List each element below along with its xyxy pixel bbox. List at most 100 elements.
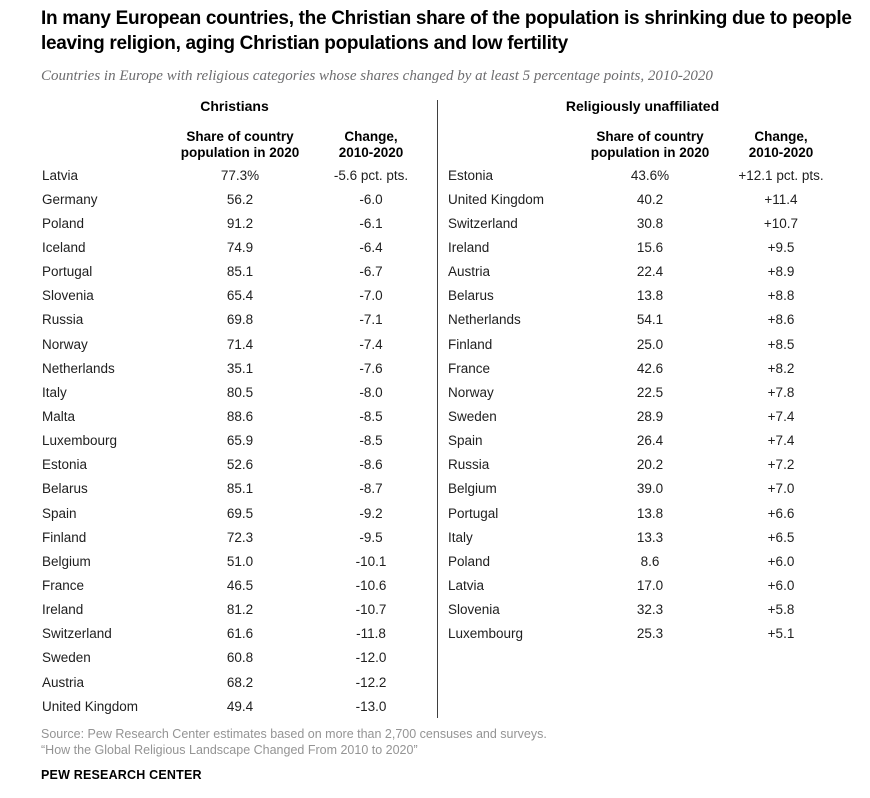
cell-share: 85.1: [226, 264, 254, 280]
table-row: Portugal 85.1 -6.7: [42, 260, 427, 284]
table-row: Luxembourg 25.3 +5.1: [448, 622, 837, 646]
cell-change: +8.8: [767, 288, 795, 304]
cell-country: Slovenia: [42, 288, 94, 304]
cell-country: Italy: [42, 384, 67, 400]
cell-country: Italy: [448, 529, 473, 545]
cell-share: 69.5: [226, 505, 254, 521]
cell-share: 25.3: [636, 626, 664, 642]
table-row: Poland 91.2 -6.1: [42, 211, 427, 235]
table-row: Estonia 43.6% +12.1 pct. pts.: [448, 163, 837, 187]
column-header-share: Share of country population in 2020: [180, 129, 300, 160]
cell-share: 81.2: [226, 602, 254, 618]
cell-country: Latvia: [42, 167, 79, 183]
cell-share: 8.6: [640, 553, 660, 569]
cell-country: Norway: [42, 336, 88, 352]
cell-change: +8.2: [767, 360, 795, 376]
cell-country: Luxembourg: [42, 433, 118, 449]
table-row: Finland 72.3 -9.5: [42, 525, 427, 549]
cell-change: +12.1 pct. pts.: [738, 167, 824, 183]
cell-share: 46.5: [226, 577, 254, 593]
cell-share: 43.6%: [630, 167, 670, 183]
table-row: Austria 22.4 +8.9: [448, 260, 837, 284]
cell-country: Austria: [42, 674, 85, 690]
table-row: Spain 69.5 -9.2: [42, 501, 427, 525]
cell-change: +8.6: [767, 312, 795, 328]
cell-share: 91.2: [226, 215, 254, 231]
cell-share: 68.2: [226, 674, 254, 690]
cell-change: +11.4: [764, 191, 798, 207]
table-row: Switzerland 30.8 +10.7: [448, 211, 837, 235]
table-row: Belgium 51.0 -10.1: [42, 549, 427, 573]
cell-change: -6.0: [359, 191, 383, 207]
cell-country: Switzerland: [42, 626, 112, 642]
cell-country: Portugal: [448, 505, 499, 521]
cell-country: Poland: [448, 553, 491, 569]
table-row: Italy 80.5 -8.0: [42, 380, 427, 404]
cell-country: Russia: [42, 312, 84, 328]
table-divider: [437, 100, 438, 718]
pew-research-center-wordmark: PEW RESEARCH CENTER: [41, 768, 202, 782]
column-header-change: Change, 2010-2020: [338, 129, 404, 160]
table-row: Belarus 13.8 +8.8: [448, 284, 837, 308]
cell-change: +6.6: [767, 505, 795, 521]
cell-change: -5.6 pct. pts.: [333, 167, 409, 183]
table-row: United Kingdom 40.2 +11.4: [448, 187, 837, 211]
cell-country: Sweden: [448, 408, 497, 424]
cell-share: 17.0: [636, 577, 664, 593]
cell-change: -11.8: [356, 626, 386, 642]
cell-share: 35.1: [226, 360, 254, 376]
chart-title: In many European countries, the Christia…: [41, 8, 852, 54]
cell-change: +6.0: [767, 553, 795, 569]
cell-country: Malta: [42, 408, 76, 424]
cell-share: 13.8: [636, 288, 664, 304]
table-row: Portugal 13.8 +6.6: [448, 501, 837, 525]
cell-share: 13.3: [636, 529, 664, 545]
cell-country: Estonia: [42, 457, 88, 473]
cell-share: 88.6: [226, 408, 254, 424]
table-row: France 46.5 -10.6: [42, 573, 427, 597]
cell-change: -10.1: [355, 553, 387, 569]
cell-country: Austria: [448, 264, 491, 280]
cell-change: -7.1: [359, 312, 383, 328]
table-row: Russia 20.2 +7.2: [448, 453, 837, 477]
cell-share: 13.8: [636, 505, 664, 521]
cell-country: Netherlands: [448, 312, 521, 328]
cell-share: 32.3: [636, 602, 664, 618]
cell-change: -8.5: [359, 408, 383, 424]
cell-country: Spain: [42, 505, 77, 521]
cell-change: -12.2: [355, 674, 387, 690]
table-row: Slovenia 65.4 -7.0: [42, 284, 427, 308]
table-row: Sweden 60.8 -12.0: [42, 646, 427, 670]
cell-share: 40.2: [636, 191, 664, 207]
table-row: Italy 13.3 +6.5: [448, 525, 837, 549]
cell-share: 69.8: [226, 312, 254, 328]
table-row: Norway 22.5 +7.8: [448, 380, 837, 404]
table-row: Russia 69.8 -7.1: [42, 308, 427, 332]
table-row: Belarus 85.1 -8.7: [42, 477, 427, 501]
cell-share: 74.9: [226, 239, 254, 255]
christians-rows: Latvia 77.3% -5.6 pct. pts. Germany 56.2 -6.0…: [42, 163, 427, 718]
cell-share: 65.4: [226, 288, 254, 304]
cell-country: Switzerland: [448, 215, 518, 231]
cell-share: 51.0: [226, 553, 254, 569]
cell-country: United Kingdom: [448, 191, 545, 207]
table-row: Ireland 15.6 +9.5: [448, 235, 837, 259]
cell-country: France: [42, 577, 85, 593]
cell-change: -8.0: [359, 384, 383, 400]
cell-change: +10.7: [763, 215, 799, 231]
cell-country: Luxembourg: [448, 626, 524, 642]
table-row: Norway 71.4 -7.4: [42, 332, 427, 356]
cell-country: Finland: [42, 529, 87, 545]
table-row: Estonia 52.6 -8.6: [42, 453, 427, 477]
column-header-row: Share of country population in 2020 Chan…: [42, 128, 427, 160]
table-row: Luxembourg 65.9 -8.5: [42, 429, 427, 453]
cell-change: +7.2: [767, 457, 795, 473]
column-header-row: Share of country population in 2020 Chan…: [448, 128, 837, 160]
table-row: France 42.6 +8.2: [448, 356, 837, 380]
cell-country: Germany: [42, 191, 98, 207]
cell-share: 54.1: [636, 312, 664, 328]
cell-share: 26.4: [636, 433, 664, 449]
cell-country: Russia: [448, 457, 490, 473]
cell-change: +8.5: [767, 336, 795, 352]
column-header-change: Change, 2010-2020: [748, 129, 814, 160]
